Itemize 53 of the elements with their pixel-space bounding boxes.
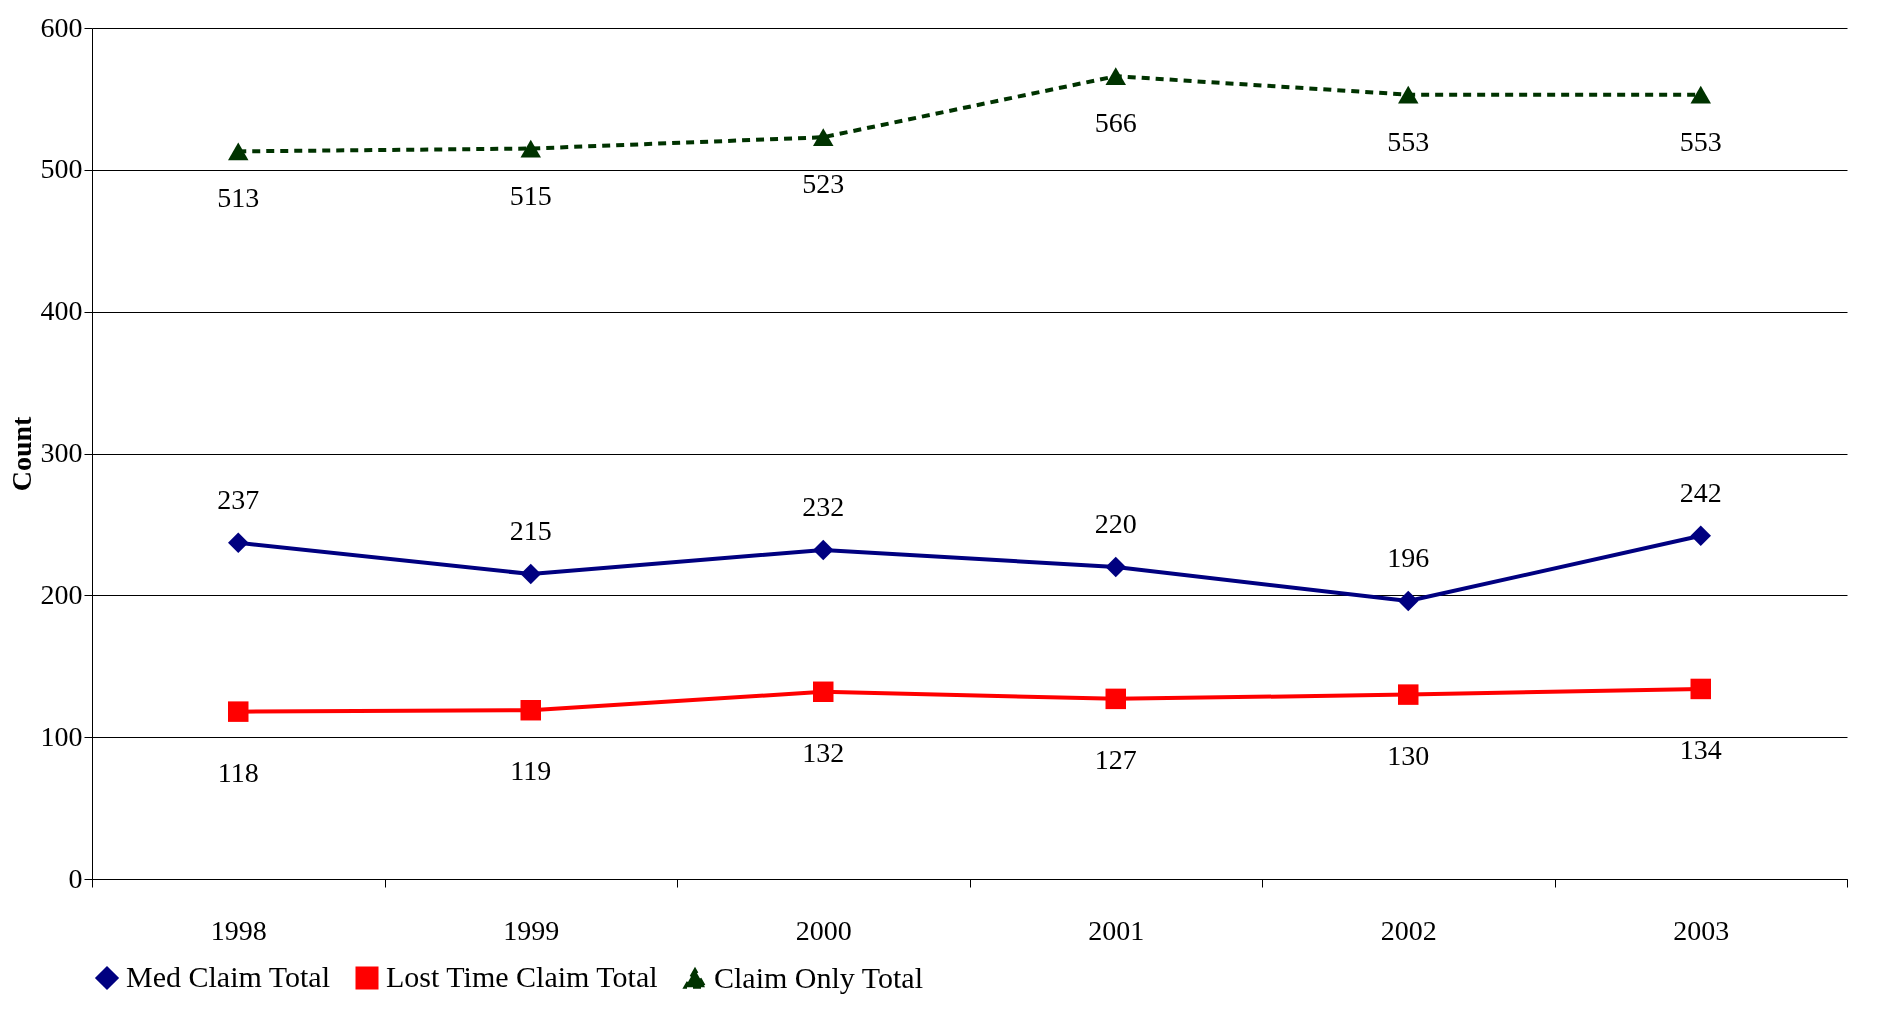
y-axis-title: Count: [5, 415, 37, 492]
data-label: 566: [1094, 107, 1137, 139]
point: [520, 699, 541, 721]
point: [228, 532, 249, 554]
data-label: 118: [217, 756, 259, 788]
y-tick-label: 500: [40, 153, 83, 185]
x-tick-label: 1999: [503, 914, 560, 946]
data-label: 215: [509, 515, 552, 547]
point: [813, 539, 834, 561]
point: [813, 681, 834, 703]
point: [228, 701, 249, 722]
x-tick-label: 2001: [1088, 914, 1145, 946]
x-tick-label: 2000: [795, 914, 852, 946]
point: [1690, 85, 1711, 104]
y-tick-label: 400: [40, 295, 83, 327]
data-label: 242: [1679, 476, 1722, 508]
y-tick-label: 100: [40, 720, 83, 752]
point: [520, 563, 541, 585]
point: [228, 142, 249, 161]
legend-label: Lost Time Claim Total: [386, 960, 658, 993]
data-label: 232: [802, 490, 845, 522]
point: [520, 139, 541, 158]
data-label: 553: [1679, 125, 1722, 157]
data-label: 513: [217, 182, 260, 214]
point: [1398, 590, 1419, 612]
x-tick-label: 2003: [1673, 914, 1730, 946]
data-label: 127: [1094, 743, 1137, 775]
point: [1398, 684, 1419, 705]
data-label: 130: [1387, 739, 1430, 771]
x-tick-label: 1998: [210, 914, 267, 946]
data-label: 220: [1094, 507, 1137, 539]
data-label: 523: [802, 168, 845, 200]
y-tick-label: 0: [68, 862, 83, 894]
data-label: 515: [509, 179, 552, 211]
legend-label: Med Claim Total: [126, 960, 330, 993]
point: [1105, 556, 1126, 578]
y-tick-label: 200: [40, 578, 83, 610]
data-label: 132: [802, 736, 845, 768]
y-tick-label: 300: [40, 437, 83, 468]
point: [1690, 525, 1711, 547]
y-tick-label: 600: [40, 11, 83, 43]
point: [1398, 85, 1419, 104]
point: [1105, 67, 1126, 86]
data-label: 196: [1387, 542, 1430, 574]
point: [1690, 678, 1711, 700]
data-label: 134: [1679, 733, 1722, 765]
data-label: 237: [217, 483, 260, 515]
point: [813, 128, 834, 147]
point: [1105, 688, 1126, 710]
data-label: 553: [1387, 125, 1430, 157]
data-label: 119: [510, 755, 552, 787]
legend-label: Claim Only Total: [714, 960, 924, 994]
x-tick-label: 2002: [1380, 914, 1437, 946]
